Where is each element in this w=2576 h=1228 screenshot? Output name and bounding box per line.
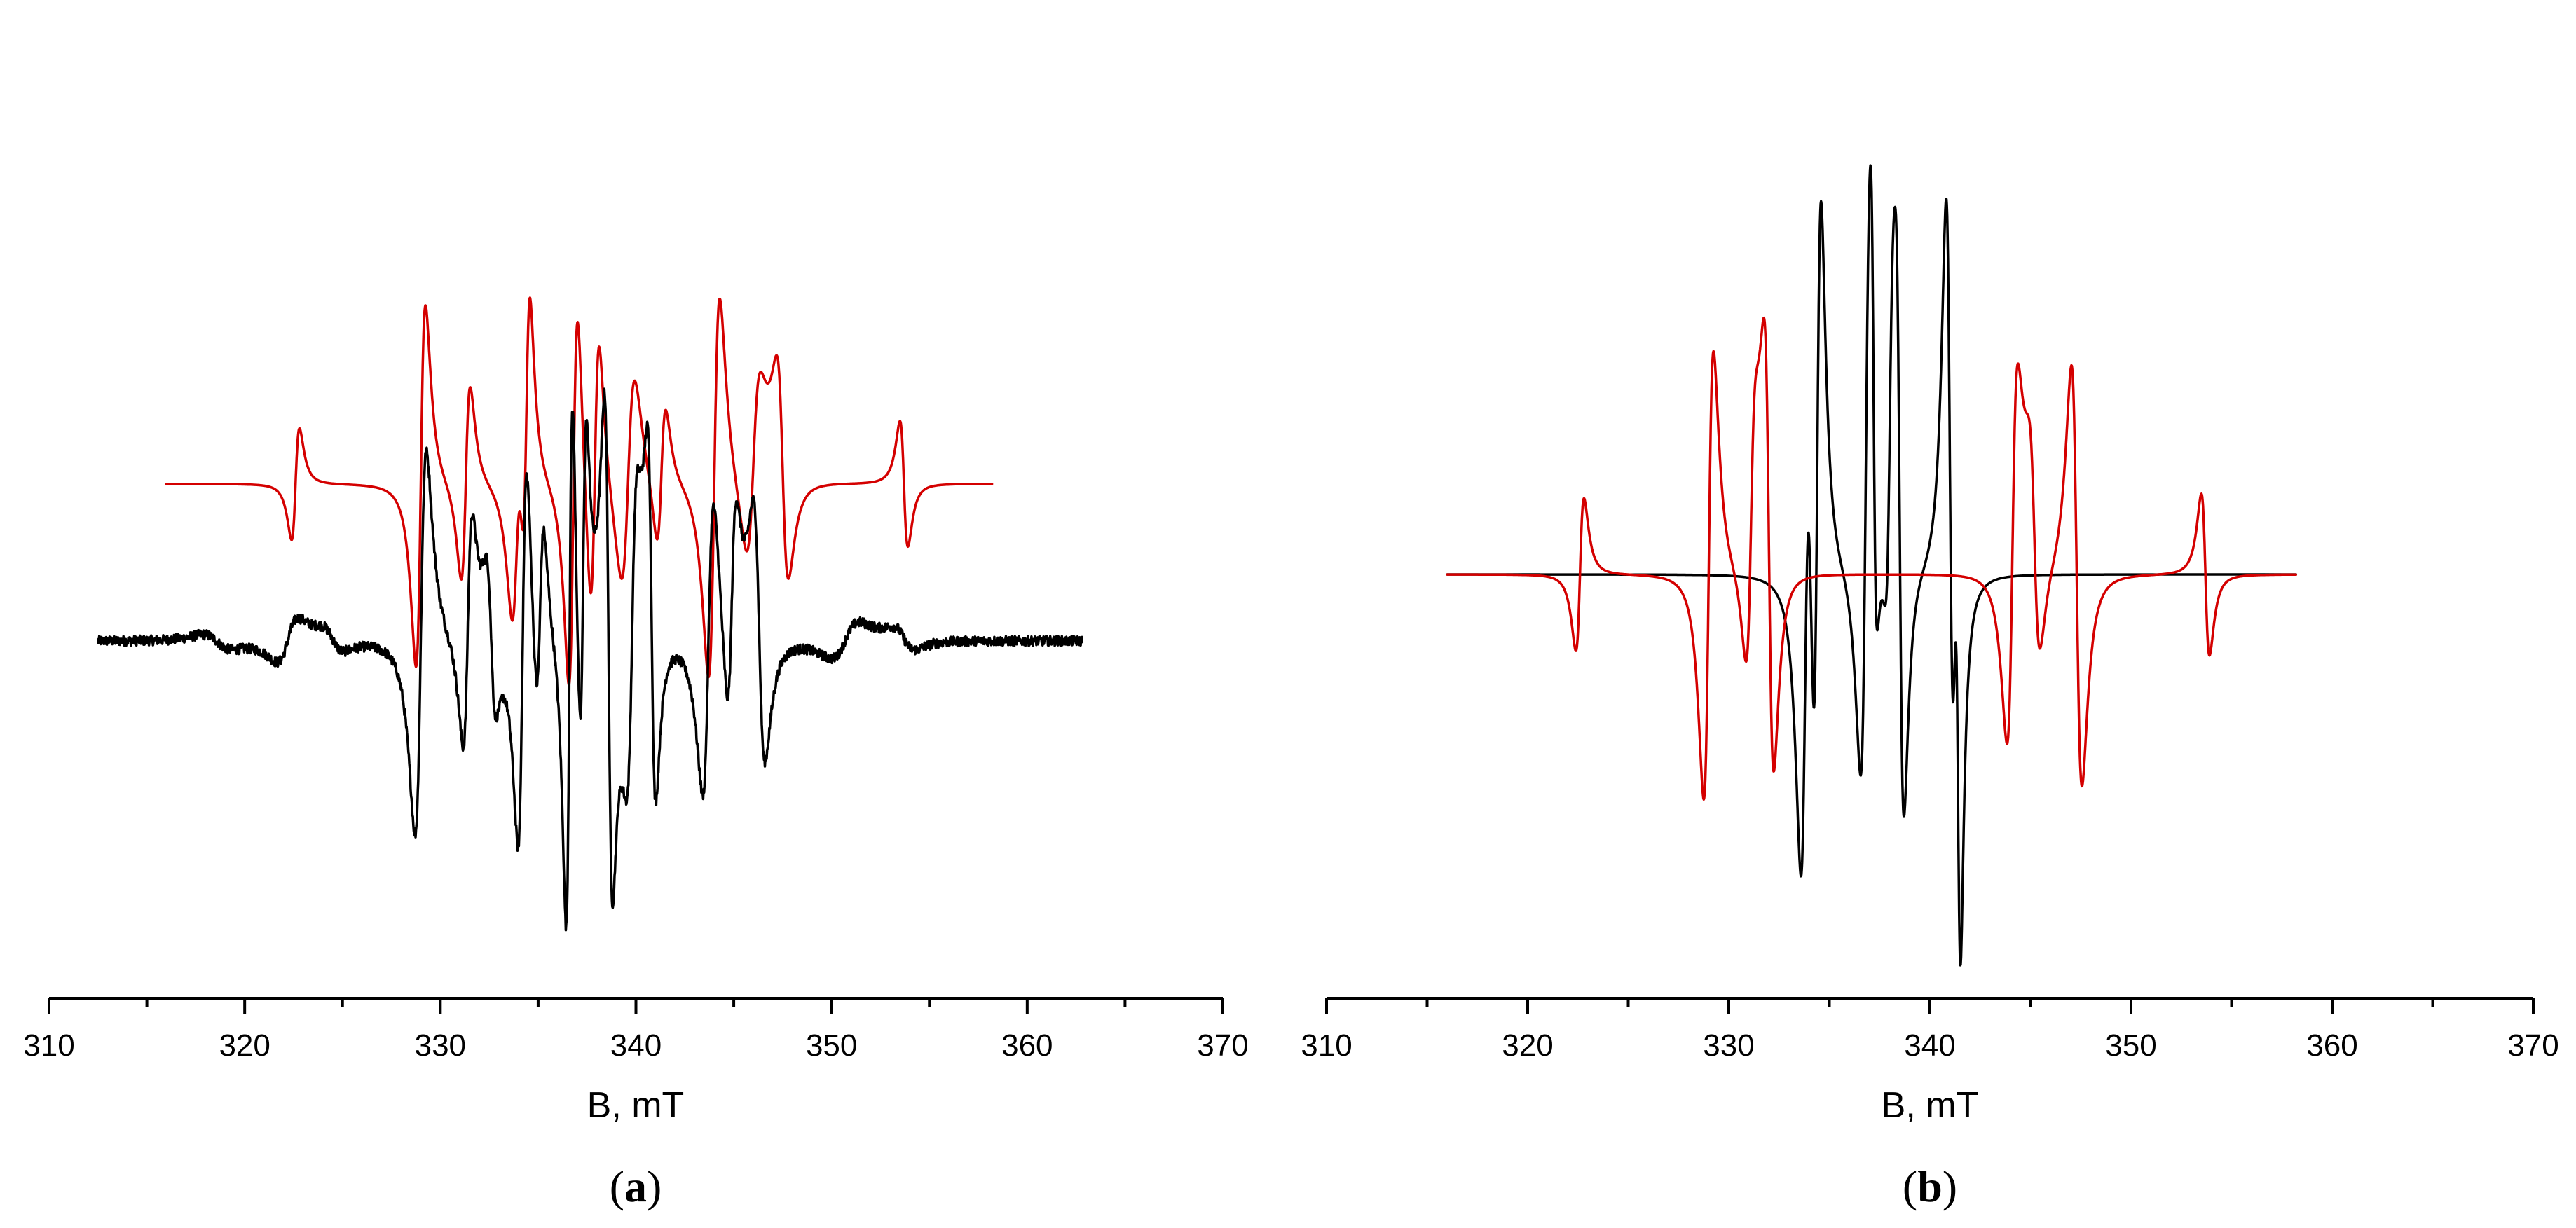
x-tick-label-310: 310 <box>1301 1028 1352 1063</box>
panel-b-x-axis-title: B, mT <box>1882 1085 1979 1126</box>
x-tick-label-350: 350 <box>2105 1028 2156 1063</box>
x-tick-label-340: 340 <box>1904 1028 1955 1063</box>
panel-a-plot-area <box>97 296 1083 932</box>
x-tick-label-330: 330 <box>1703 1028 1754 1063</box>
series-line-red <box>165 296 994 686</box>
x-tick-label-370: 370 <box>1197 1028 1248 1063</box>
x-tick-label-320: 320 <box>1502 1028 1553 1063</box>
series-line-red <box>1446 316 2298 801</box>
x-tick-label-340: 340 <box>610 1028 662 1063</box>
x-tick-label-350: 350 <box>806 1028 857 1063</box>
series-line-black <box>97 387 1083 932</box>
x-tick-label-330: 330 <box>415 1028 466 1063</box>
panel-b-plot-area <box>1446 164 2298 967</box>
x-tick-label-360: 360 <box>1001 1028 1053 1063</box>
x-tick-label-310: 310 <box>23 1028 74 1063</box>
panel-b-x-ticks: 310 320 330 340 350 360 370 <box>1301 998 2559 1063</box>
series-line-black <box>1446 164 2298 967</box>
panel-a: 310 320 330 340 350 360 370 B, mT (a) <box>23 296 1249 1211</box>
x-tick-label-320: 320 <box>219 1028 270 1063</box>
panel-b-label: (b) <box>1903 1161 1957 1211</box>
panel-b: 310 320 330 340 350 360 370 B, mT (b) <box>1301 164 2559 1211</box>
panel-a-x-axis-title: B, mT <box>587 1085 685 1126</box>
panel-a-label: (a) <box>610 1161 662 1211</box>
x-tick-label-370: 370 <box>2507 1028 2558 1063</box>
panel-a-x-ticks: 310 320 330 340 350 360 370 <box>23 998 1249 1063</box>
x-tick-label-360: 360 <box>2306 1028 2357 1063</box>
